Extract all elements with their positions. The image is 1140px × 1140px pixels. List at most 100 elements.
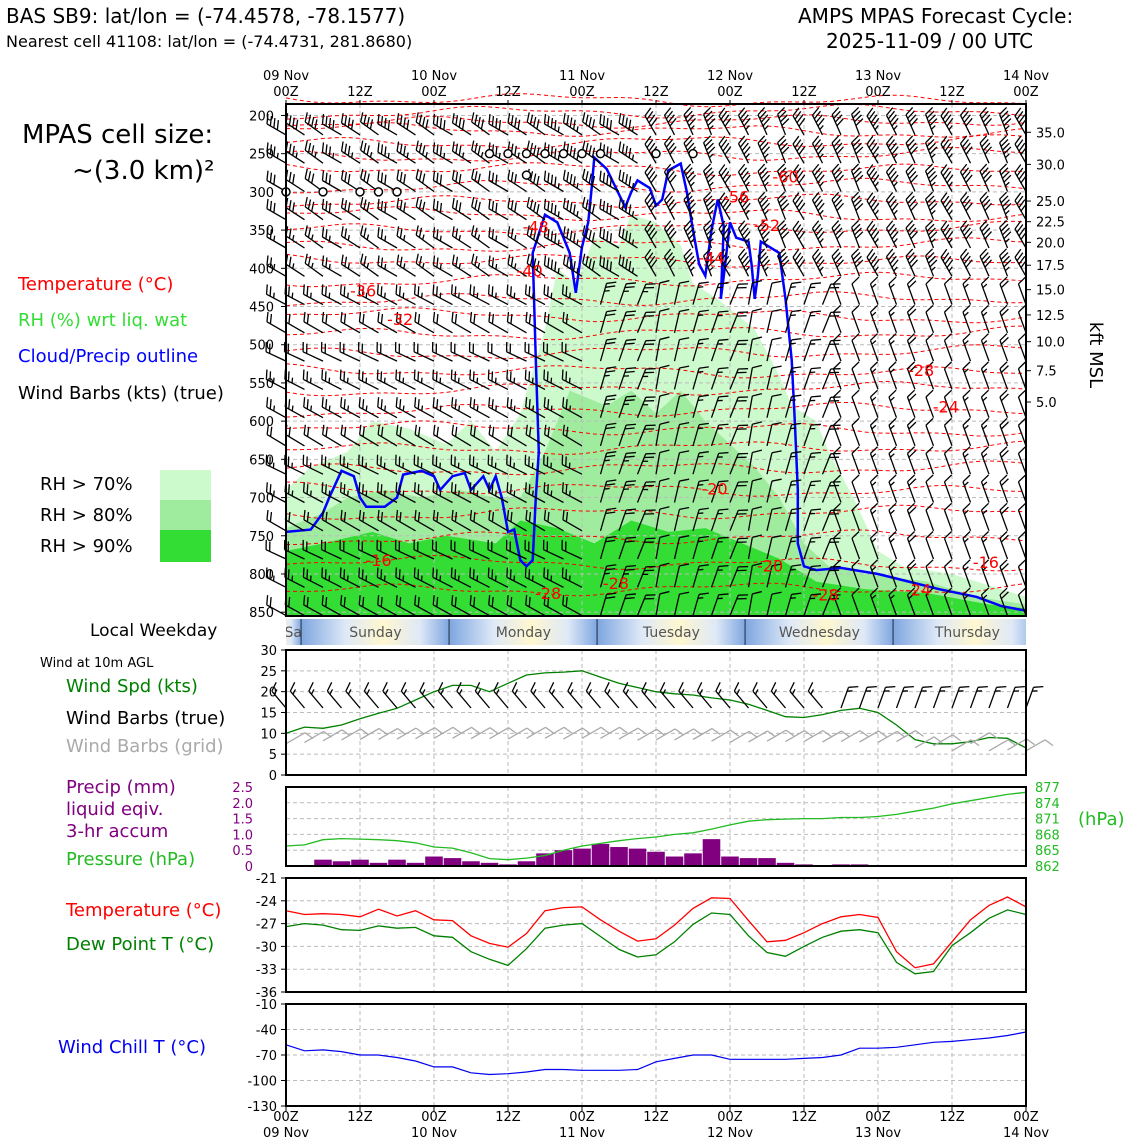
- xsec-barb-387-half: [623, 375, 629, 377]
- xsec-barb-163-full: [1016, 195, 1024, 205]
- xsec-barb-607-half: [889, 509, 895, 515]
- xsec-barb-349-full: [679, 337, 690, 341]
- xsec-barb-97-full: [550, 174, 554, 185]
- xsec-barb-570: [962, 474, 972, 503]
- xsec-barb-563: [832, 474, 842, 503]
- xsec-barb-289-full: [306, 313, 310, 324]
- xsec-barb-416-half: [384, 405, 387, 411]
- xsec-barb-620-full: [361, 541, 364, 552]
- xsec-barb-257-full: [472, 286, 475, 297]
- xsec-barb-591-full: [605, 511, 616, 515]
- xsec-barb-569-shaft: [943, 481, 953, 503]
- xsec-barb-274-half: [809, 286, 816, 289]
- bottom-hour-0: 00Z: [273, 1110, 299, 1125]
- xsec-barb-470-full: [645, 424, 656, 427]
- xsec-barb-190-full: [760, 227, 769, 236]
- xsec-barb-9-full: [432, 114, 436, 124]
- xsec-barb-222-full: [588, 258, 592, 269]
- xsec-barb-47: [377, 142, 398, 164]
- xsec-barb-187-full: [706, 227, 714, 236]
- xsec-barb-675: [636, 565, 656, 588]
- xsec-barb-622: [394, 539, 416, 560]
- xsec-barb-556-half: [717, 484, 723, 487]
- xsec-barb-196-full: [870, 227, 878, 237]
- xsec-barb-159-full: [946, 202, 954, 212]
- xsec-barb-480: [821, 424, 841, 447]
- xsec-barb-103-full: [664, 163, 672, 173]
- xsec-barb-236-full: [854, 255, 862, 264]
- xsec-barb-200-half: [948, 238, 953, 244]
- xsec-barb-197-full: [886, 220, 894, 229]
- xsec-barb-52: [471, 140, 490, 164]
- wind-barb-grid-2-shaft: [322, 729, 343, 742]
- xsec-barb-489-half: [982, 424, 988, 430]
- xsec-barb-402-half: [889, 368, 895, 373]
- xsec-barb-81-full: [1018, 142, 1026, 152]
- chill-ytick-3: -40: [256, 1024, 277, 1039]
- xsec-barb-23-full: [704, 110, 713, 119]
- xsec-barb-16: [562, 113, 583, 136]
- wind-barb-grid-34-shaft: [914, 736, 935, 749]
- xsec-barb-18-full: [606, 118, 609, 128]
- xsec-barb-98-half: [576, 182, 579, 189]
- xsec-barb-75: [905, 135, 919, 164]
- xsec-barb-598-full: [736, 513, 747, 515]
- xsec-barb-648-full: [888, 531, 897, 539]
- xsec-barb-353: [747, 336, 763, 362]
- xsec-barb-700-full: [325, 597, 328, 607]
- xsec-barb-514-full: [698, 451, 709, 454]
- xsec-barb-68-full: [781, 146, 790, 155]
- xsec-barb-217: [488, 255, 509, 277]
- xsec-barb-146-full: [704, 195, 713, 204]
- xsec-barb-169-half: [366, 234, 370, 240]
- xsec-barb-338-full: [454, 343, 456, 354]
- xsec-barb-572-full: [999, 474, 1008, 483]
- xsec-barb-391: [692, 366, 709, 390]
- xsec-barb-392-half: [717, 371, 723, 374]
- xsec-barb-120-full: [981, 167, 989, 176]
- xsec-barb-207-full: [304, 253, 308, 264]
- wind-barb-grid-40-full: [1044, 739, 1054, 747]
- xsec-barb-238-full: [887, 252, 896, 261]
- xsec-barb-256-full: [454, 286, 457, 297]
- xsec-barb-162-full: [1000, 195, 1009, 204]
- xsec-barb-636-full: [679, 535, 690, 539]
- xsec-barb-62-full: [664, 135, 672, 145]
- windchill-label: Wind Chill T (°C): [58, 1037, 206, 1058]
- xsec-barb-327: [1017, 304, 1027, 334]
- xsec-barb-66-full: [738, 135, 746, 145]
- xsec-barb-255-full: [435, 286, 438, 297]
- xsec-barb-234: [811, 248, 825, 277]
- xsec-barb-228-half: [708, 266, 714, 272]
- xsec-barb-125-full: [304, 197, 308, 207]
- xsec-barb-118-half: [948, 181, 953, 187]
- xsec-barb-527: [925, 446, 935, 475]
- xsec-barb-97-full: [547, 172, 550, 183]
- xsec-barb-151-full: [794, 195, 802, 205]
- xsec-barb-110-full: [792, 164, 800, 173]
- xsec-barb-217-full: [488, 255, 491, 266]
- xsec-barb-551-full: [626, 480, 637, 483]
- xsec-barb-516-full: [736, 456, 747, 459]
- xsec-barb-540-half: [402, 490, 405, 496]
- xsec-barb-549: [561, 482, 583, 504]
- xsec-barb-118-full: [940, 164, 948, 173]
- xsec-barb-173-half: [439, 235, 442, 242]
- xsec-barb-245-full: [1014, 248, 1022, 258]
- xsec-barb-193: [811, 220, 825, 249]
- xsec-barb-109-full: [778, 167, 787, 176]
- xsec-barb-429-full: [645, 396, 656, 398]
- xsec-barb-348-full: [659, 336, 670, 341]
- xsec-barb-74-full: [887, 139, 896, 148]
- xsec-barb-15-half: [557, 126, 560, 132]
- xsec-barb-33-full: [886, 107, 894, 116]
- xsec-barb-214-full: [436, 257, 439, 268]
- xsec-barb-202-full: [981, 223, 989, 232]
- xsec-barb-229-full: [724, 259, 732, 269]
- xsec-barb-273: [784, 281, 802, 305]
- xsec-barb-131-full: [418, 199, 423, 210]
- xsec-barb-128-full: [363, 199, 367, 210]
- xsec-barb-183-full: [621, 228, 625, 239]
- pressure-ytick-0: 862: [1035, 860, 1060, 875]
- xsec-barb-123-full: [266, 198, 269, 209]
